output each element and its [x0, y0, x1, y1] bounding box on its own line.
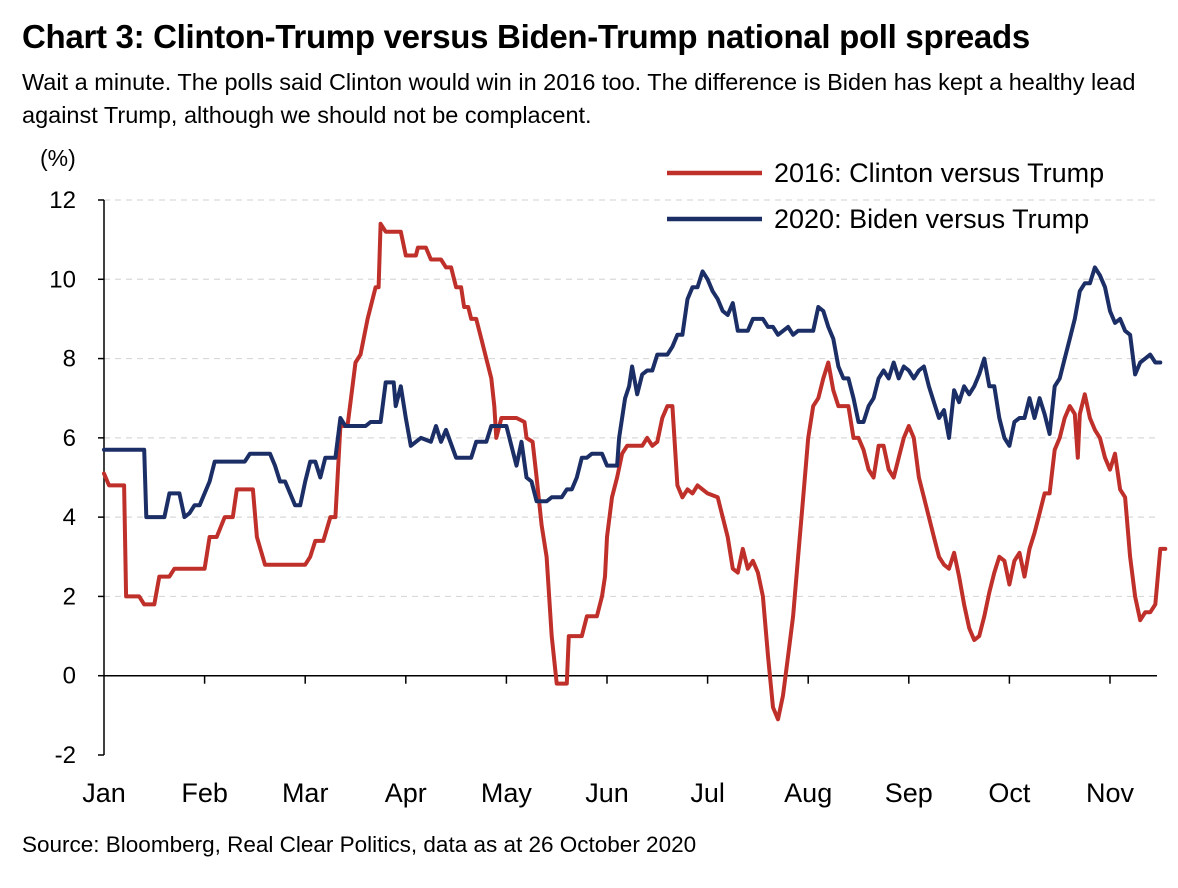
- x-tick-label: Jul: [690, 778, 725, 808]
- y-tick-label: 4: [63, 504, 76, 531]
- chart-source: Source: Bloomberg, Real Clear Politics, …: [22, 832, 697, 857]
- y-tick-label: 8: [63, 346, 76, 373]
- legend-label-2: 2020: Biden versus Trump: [774, 204, 1089, 234]
- x-tick-label: Mar: [282, 778, 329, 808]
- y-tick-label: 0: [63, 663, 76, 690]
- y-tick-label: 10: [49, 266, 76, 293]
- y-tick-label: -2: [55, 742, 76, 769]
- chart-title: Chart 3: Clinton-Trump versus Biden-Trum…: [22, 18, 1030, 55]
- legend-label-1: 2016: Clinton versus Trump: [774, 158, 1104, 188]
- x-tick-label: Aug: [784, 778, 832, 808]
- series-line-1: [102, 221, 1168, 722]
- x-tick-label: Oct: [988, 778, 1031, 808]
- y-tick-label: 12: [49, 187, 76, 214]
- x-tick-label: Jan: [82, 778, 126, 808]
- x-tick-label: Sep: [885, 778, 933, 808]
- y-tick-label: 2: [63, 583, 76, 610]
- y-tick-label: 6: [63, 425, 76, 452]
- x-tick-label: May: [481, 778, 533, 808]
- x-tick-label: Feb: [181, 778, 228, 808]
- x-tick-label: Apr: [385, 778, 427, 808]
- series-line-2: [102, 265, 1163, 520]
- x-tick-label: Jun: [585, 778, 629, 808]
- x-tick-label: Nov: [1086, 778, 1135, 808]
- chart-subtitle: Wait a minute. The polls said Clinton wo…: [22, 69, 1136, 128]
- y-axis-label: (%): [40, 145, 76, 171]
